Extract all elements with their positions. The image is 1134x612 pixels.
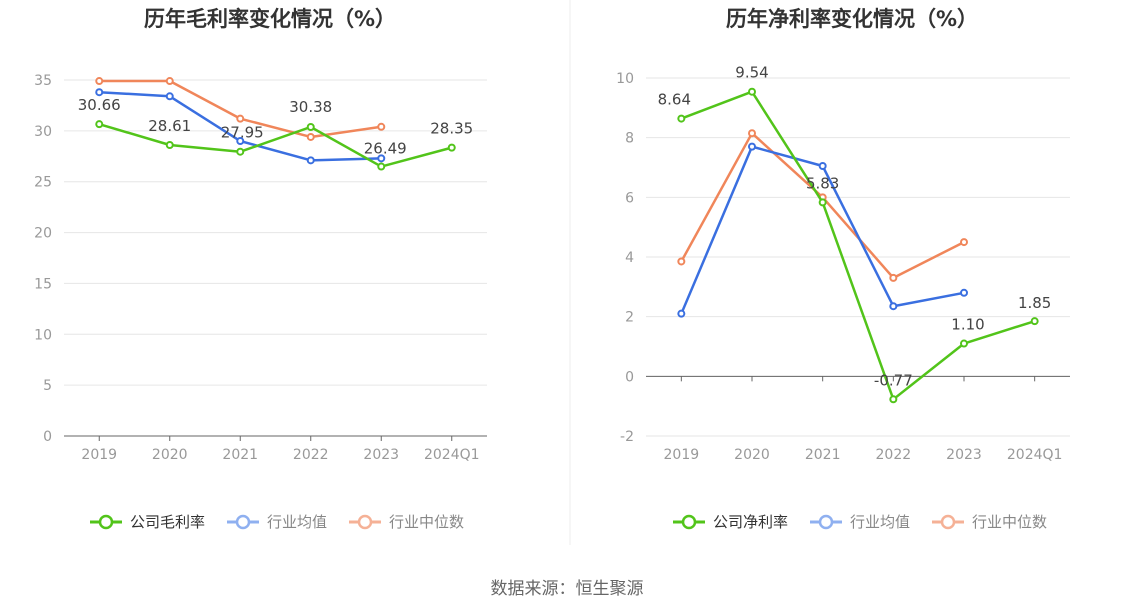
chart-1: 历年毛利率变化情况（%） 0 5 10 15 20 25 30 35 2019 2020 2021 20… (34, 7, 487, 531)
data-label: 30.38 (289, 98, 332, 116)
data-label: 9.54 (735, 64, 768, 82)
x-tick-label: 2019 (664, 447, 700, 463)
data-point (306, 156, 315, 165)
legend-swatch-marker (940, 514, 956, 530)
data-label: 8.64 (658, 91, 691, 109)
legend-label: 行业均值 (267, 513, 327, 531)
data-point (889, 395, 898, 404)
series-line (98, 122, 453, 168)
y-tick-label: 8 (625, 131, 634, 147)
data-point (748, 87, 756, 96)
data-point (960, 339, 968, 348)
data-point (165, 77, 174, 86)
chart-title: 历年毛利率变化情况（%） (144, 7, 396, 31)
y-tick-label: 30 (34, 124, 52, 140)
data-label: 5.83 (806, 174, 839, 192)
data-label: 28.61 (148, 117, 191, 135)
y-tick-label: 5 (43, 378, 52, 394)
data-point (236, 137, 245, 146)
y-tick-label: 0 (43, 429, 52, 445)
x-tick-label: 2022 (876, 447, 912, 463)
data-label: 26.49 (364, 140, 407, 158)
data-point (165, 92, 174, 101)
data-point (236, 147, 245, 156)
data-label: 27.95 (221, 124, 264, 142)
legend-swatch-marker (357, 514, 373, 530)
x-tick-label: 2023 (363, 447, 399, 463)
data-point (677, 114, 686, 123)
data-point (677, 257, 686, 266)
data-point (748, 129, 756, 138)
data-point (960, 288, 968, 297)
data-point (236, 114, 245, 123)
data-point (377, 122, 386, 131)
data-point (889, 273, 898, 282)
x-tick-label: 2022 (293, 447, 329, 463)
y-tick-label: 6 (625, 190, 634, 206)
y-tick-label: -2 (620, 429, 634, 445)
x-tick-label: 2021 (805, 447, 841, 463)
data-point (95, 77, 104, 86)
data-point (818, 162, 827, 171)
data-label: -0.77 (874, 371, 913, 389)
legend-label: 行业中位数 (389, 513, 464, 531)
chart-title: 历年净利率变化情况（%） (726, 7, 978, 31)
legend-swatch-marker (681, 514, 697, 530)
data-point (889, 302, 898, 311)
y-tick-label: 20 (34, 226, 52, 242)
data-point (306, 132, 315, 141)
x-tick-label: 2019 (81, 447, 117, 463)
data-point (165, 140, 174, 149)
data-label: 1.85 (1018, 294, 1051, 312)
y-tick-label: 10 (34, 327, 52, 343)
y-tick-label: 35 (34, 73, 52, 89)
data-point (377, 162, 386, 171)
y-tick-label: 10 (616, 71, 634, 87)
y-tick-label: 15 (34, 276, 52, 292)
data-point (95, 88, 104, 97)
legend-label: 行业中位数 (972, 513, 1047, 531)
chart-2: 历年净利率变化情况（%） -2 0 2 4 6 8 10 2019 2020 2021 2022 202… (616, 7, 1070, 531)
data-source-note: 数据来源：恒生聚源 (490, 579, 644, 599)
data-point (748, 142, 756, 151)
data-point (95, 120, 104, 129)
y-tick-label: 0 (625, 369, 634, 385)
data-label: 1.10 (951, 316, 984, 334)
legend-label: 公司净利率 (713, 513, 788, 531)
data-label: 28.35 (430, 120, 473, 138)
data-point (960, 238, 968, 247)
data-label: 30.66 (78, 96, 121, 114)
data-point (447, 143, 456, 152)
series-line (680, 145, 965, 315)
x-tick-label: 2024Q1 (424, 447, 480, 463)
y-tick-label: 25 (34, 175, 52, 191)
data-point (306, 122, 315, 131)
data-point (1030, 317, 1039, 326)
legend-label: 公司毛利率 (130, 513, 205, 531)
legend-swatch-marker (235, 514, 251, 530)
data-point (377, 154, 386, 163)
x-tick-label: 2021 (222, 447, 258, 463)
x-tick-label: 2020 (152, 447, 188, 463)
x-tick-label: 2023 (946, 447, 982, 463)
data-point (818, 198, 827, 207)
y-tick-label: 4 (625, 250, 634, 266)
x-tick-label: 2020 (734, 447, 770, 463)
data-point (677, 309, 686, 318)
legend-label: 行业均值 (850, 513, 910, 531)
legend-swatch-marker (818, 514, 834, 530)
y-tick-label: 2 (625, 310, 634, 326)
legend-swatch-marker (98, 514, 114, 530)
x-tick-label: 2024Q1 (1007, 447, 1063, 463)
series-line (680, 90, 1036, 401)
